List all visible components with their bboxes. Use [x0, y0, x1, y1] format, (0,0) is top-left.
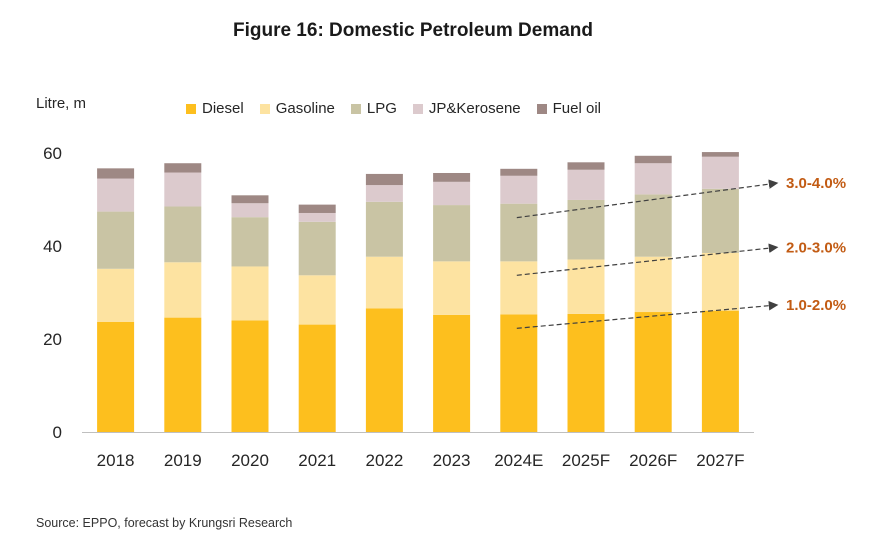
trend-arrow	[516, 179, 779, 219]
legend-item: LPG	[350, 100, 397, 117]
x-tick-label: 2026F	[629, 451, 677, 470]
bar-segment-lpg	[298, 221, 336, 276]
bar-segment-fuel-oil	[298, 204, 336, 213]
x-tick-label: 2020	[231, 451, 269, 470]
bar-segment-diesel	[298, 324, 336, 432]
trend-arrow	[516, 243, 779, 276]
bar-segment-jp-kerosene	[567, 169, 605, 200]
bar-segment-fuel-oil	[634, 155, 672, 164]
x-tick-label: 2021	[298, 451, 336, 470]
bar-segment-lpg	[433, 205, 471, 262]
bar-segment-lpg	[231, 217, 269, 267]
y-axis-label: Litre, m	[36, 95, 87, 112]
y-tick-label: 40	[43, 237, 62, 256]
bar-segment-fuel-oil	[567, 162, 605, 170]
legend-label: Diesel	[202, 100, 244, 117]
x-tick-label: 2027F	[696, 451, 744, 470]
bar-segment-diesel	[500, 314, 538, 432]
bar-segment-gasoline	[164, 262, 202, 318]
bar-segment-fuel-oil	[433, 172, 471, 182]
bar-segment-fuel-oil	[164, 163, 202, 173]
legend-item: Gasoline	[259, 100, 335, 117]
legend-item: Fuel oil	[536, 100, 601, 117]
bar-segment-gasoline	[298, 275, 336, 325]
bar-segment-lpg	[701, 188, 739, 253]
bar-segment-gasoline	[701, 252, 739, 311]
legend-swatch	[259, 103, 270, 114]
growth-annotation: 3.0-4.0%	[786, 175, 846, 192]
legend-swatch	[536, 103, 547, 114]
bar-segment-diesel	[433, 314, 471, 432]
bar-segment-lpg	[567, 199, 605, 260]
x-tick-label: 2022	[365, 451, 403, 470]
x-tick-label: 2025F	[562, 451, 610, 470]
bar-segment-fuel-oil	[701, 152, 739, 157]
bar-segment-jp-kerosene	[365, 185, 403, 202]
trend-arrow	[516, 300, 779, 329]
bar-segment-gasoline	[97, 268, 135, 322]
bar-segment-diesel	[97, 321, 135, 432]
bar-segment-jp-kerosene	[701, 156, 739, 189]
bar-segment-lpg	[634, 194, 672, 257]
bar-segment-jp-kerosene	[97, 178, 135, 212]
legend-swatch	[412, 103, 423, 114]
legend-swatch	[350, 103, 361, 114]
bar-segment-diesel	[365, 308, 403, 432]
legend-item: Diesel	[186, 100, 244, 117]
x-tick-label: 2018	[97, 451, 135, 470]
legend-label: Fuel oil	[552, 100, 601, 117]
bar-segment-gasoline	[634, 256, 672, 313]
bar-segment-gasoline	[567, 259, 605, 314]
bar-segment-fuel-oil	[365, 173, 403, 186]
x-tick-label: 2024E	[494, 451, 543, 470]
legend-swatch	[186, 103, 196, 114]
legend-item: JP&Kerosene	[412, 100, 521, 117]
bar-segment-lpg	[365, 201, 403, 257]
bar-segment-gasoline	[500, 261, 538, 315]
bar-segment-diesel	[701, 310, 739, 432]
bar-segment-gasoline	[231, 266, 269, 321]
bar-segment-lpg	[97, 211, 135, 269]
bar-segment-fuel-oil	[231, 195, 269, 204]
source-note: Source: EPPO, forecast by Krungsri Resea…	[36, 516, 293, 530]
y-tick-label: 0	[53, 423, 62, 442]
growth-annotation: 2.0-3.0%	[786, 239, 846, 256]
legend-label: LPG	[366, 100, 397, 117]
x-tick-label: 2019	[164, 451, 202, 470]
y-tick-label: 60	[43, 144, 62, 163]
bar-segment-gasoline	[433, 261, 471, 315]
bar-segment-lpg	[164, 206, 202, 263]
bar-segment-diesel	[164, 317, 202, 432]
bar-segment-gasoline	[365, 256, 403, 309]
bar-segment-jp-kerosene	[500, 175, 538, 204]
legend-label: Gasoline	[275, 100, 335, 117]
bar-segment-jp-kerosene	[433, 181, 471, 206]
bar-segment-fuel-oil	[97, 168, 135, 179]
legend: Diesel Gasoline LPG JP&Kerosene Fuel oil	[186, 100, 601, 117]
bar-segment-fuel-oil	[500, 168, 538, 176]
bar-segment-jp-kerosene	[298, 212, 336, 222]
bar-segment-jp-kerosene	[634, 163, 672, 195]
bar-segment-jp-kerosene	[164, 172, 202, 207]
bar-segment-diesel	[231, 320, 269, 432]
chart-title: Figure 16: Domestic Petroleum Demand	[232, 20, 594, 41]
x-tick-label: 2023	[433, 451, 471, 470]
bar-segment-jp-kerosene	[231, 203, 269, 218]
bar-segment-diesel	[634, 312, 672, 432]
growth-annotation: 1.0-2.0%	[786, 297, 846, 314]
y-tick-label: 20	[43, 330, 62, 349]
bar-segment-diesel	[567, 313, 605, 432]
bar-segment-lpg	[500, 203, 538, 262]
legend-label: JP&Kerosene	[428, 100, 521, 117]
